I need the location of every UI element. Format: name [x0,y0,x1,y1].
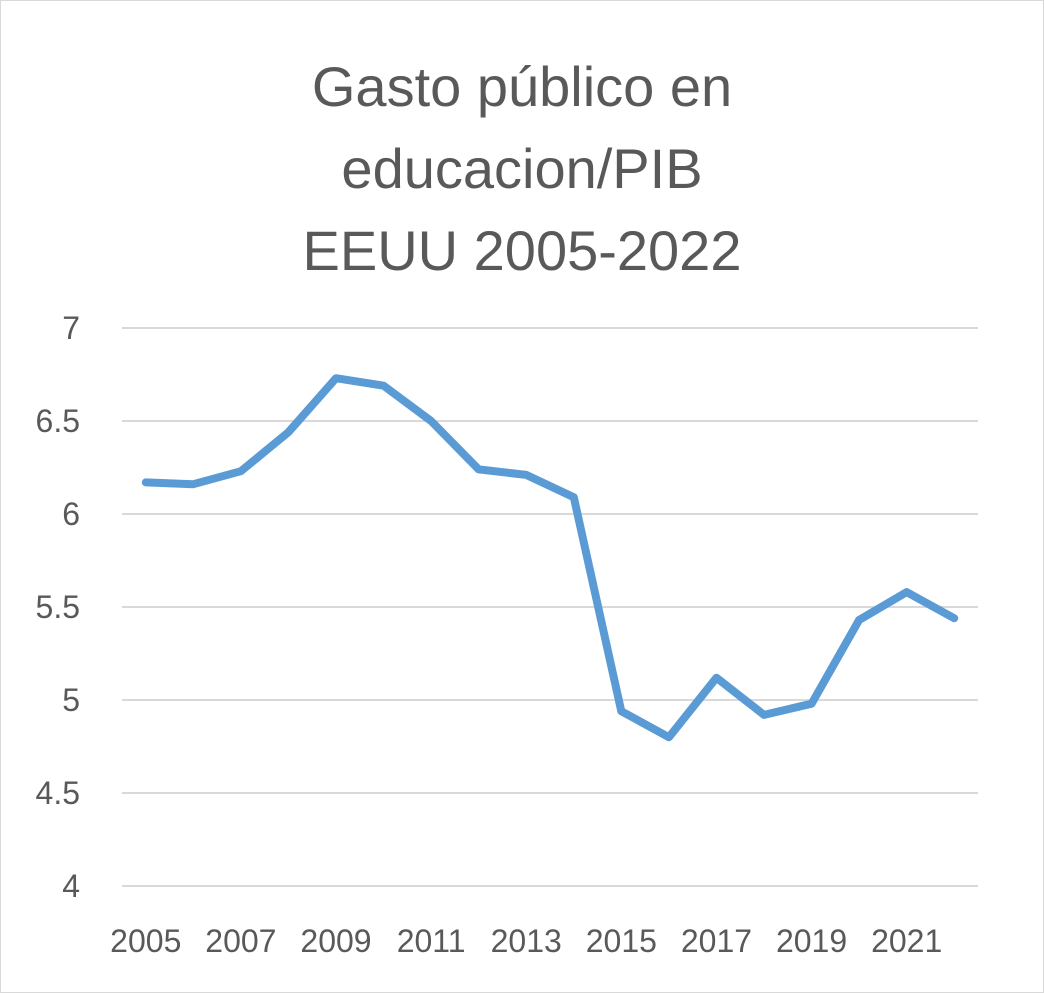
y-tick-label: 7 [62,310,80,346]
data-point [760,711,768,719]
data-point [189,480,197,488]
data-point [332,374,340,382]
x-tick-label: 2021 [871,923,942,959]
data-point [712,674,720,682]
chart-title-line-3: EEUU 2005-2022 [302,219,742,282]
y-tick-label: 6 [62,496,80,532]
chart-title: Gasto público en educacion/PIB EEUU 2005… [0,46,1044,292]
data-point [475,465,483,473]
x-axis: 2005 2007 2009 2011 2013 2015 2017 2019 2021 [110,923,942,959]
data-point [522,471,530,479]
x-tick-label: 2019 [776,923,847,959]
y-axis: 4 4.5 5 5.5 6 6.5 7 [36,310,80,904]
chart-title-line-2: educacion/PIB [341,137,703,200]
data-point [665,733,673,741]
y-tick-label: 6.5 [36,403,80,439]
y-tick-label: 4 [62,868,80,904]
y-tick-label: 4.5 [36,775,80,811]
data-point [284,428,292,436]
data-point [808,700,816,708]
x-tick-label: 2011 [397,923,466,959]
data-point [570,493,578,501]
data-point [380,382,388,390]
data-point [142,478,150,486]
gridlines [122,327,978,887]
x-tick-label: 2013 [491,923,562,959]
data-point [950,614,958,622]
data-point [237,467,245,475]
y-tick-label: 5.5 [36,589,80,625]
series-line [141,374,959,742]
data-point [855,616,863,624]
y-tick-label: 5 [62,682,80,718]
series [141,374,959,742]
chart-title-line-1: Gasto público en [311,55,733,118]
x-tick-label: 2009 [300,923,371,959]
data-point [903,588,911,596]
x-tick-label: 2017 [681,923,752,959]
x-tick-label: 2015 [586,923,657,959]
data-point [427,417,435,425]
data-point [617,707,625,715]
x-tick-label: 2007 [205,923,276,959]
x-tick-label: 2005 [110,923,181,959]
